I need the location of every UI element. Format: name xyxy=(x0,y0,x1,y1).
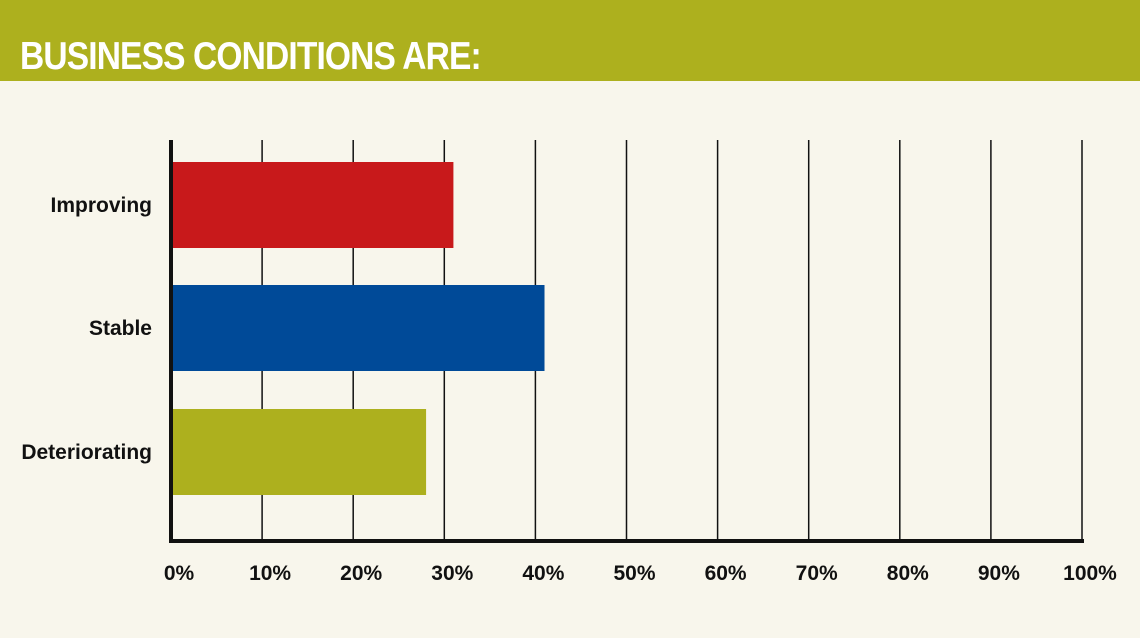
x-tick-label: 60% xyxy=(705,562,747,585)
bar-improving xyxy=(171,162,454,248)
bar-deteriorating xyxy=(171,409,427,495)
category-labels: Improving Stable Deteriorating xyxy=(21,194,152,464)
x-tick-label: 40% xyxy=(522,562,564,585)
title-banner: BUSINESS CONDITIONS ARE: xyxy=(0,0,1140,81)
x-tick-label: 90% xyxy=(978,562,1020,585)
x-tick-label: 80% xyxy=(887,562,929,585)
category-label: Deteriorating xyxy=(21,441,152,464)
bar-stable xyxy=(171,285,545,371)
x-tick-label: 100% xyxy=(1063,562,1117,585)
x-tick-label: 30% xyxy=(431,562,473,585)
axes xyxy=(169,140,1084,543)
x-tick-label: 20% xyxy=(340,562,382,585)
tick-labels: 0% 10% 20% 30% 40% 50% 60% 70% 80% 90% 100% xyxy=(164,562,1117,585)
bars xyxy=(171,162,545,495)
category-label: Stable xyxy=(89,317,152,340)
x-tick-label: 0% xyxy=(164,562,195,585)
x-tick-label: 70% xyxy=(796,562,838,585)
x-tick-label: 10% xyxy=(249,562,291,585)
chart-title: BUSINESS CONDITIONS ARE: xyxy=(20,35,482,78)
category-label: Improving xyxy=(50,194,152,217)
x-tick-label: 50% xyxy=(613,562,655,585)
